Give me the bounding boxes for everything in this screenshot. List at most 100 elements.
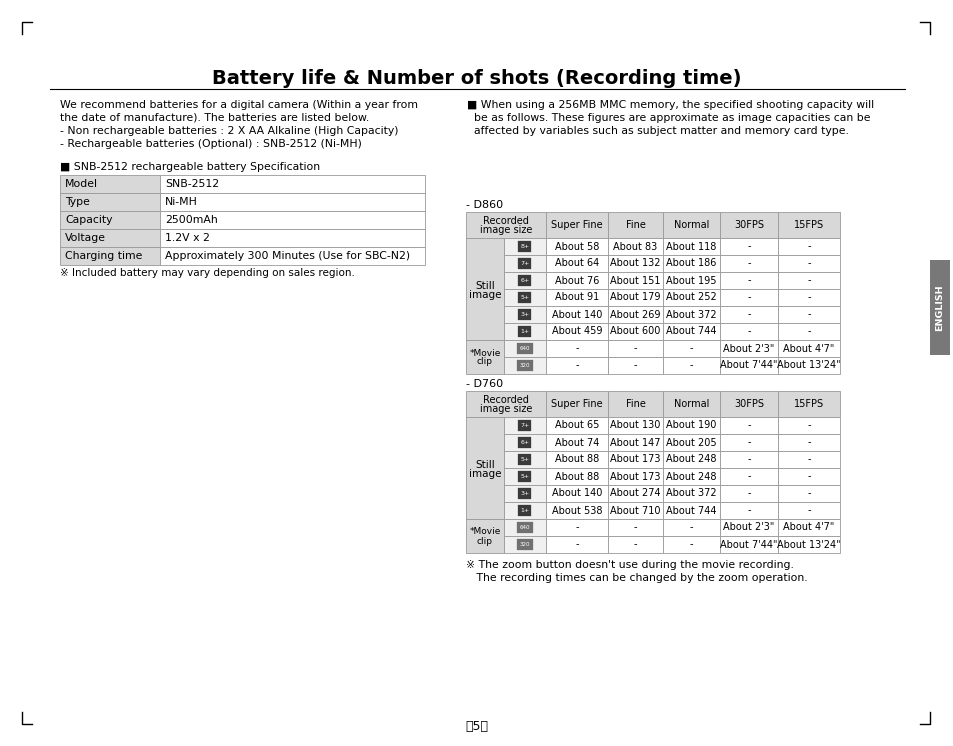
Bar xyxy=(518,241,531,252)
Bar xyxy=(607,238,662,255)
Bar xyxy=(720,357,778,374)
Text: -: - xyxy=(746,242,750,251)
Bar xyxy=(607,468,662,485)
Bar xyxy=(517,343,533,354)
Bar xyxy=(545,212,607,238)
Text: About 151: About 151 xyxy=(610,275,660,286)
Text: ※ Included battery may vary depending on sales region.: ※ Included battery may vary depending on… xyxy=(60,268,355,278)
Text: 640: 640 xyxy=(519,346,530,351)
Bar xyxy=(160,247,424,265)
Text: -: - xyxy=(633,343,637,354)
Bar xyxy=(545,391,607,417)
Text: -: - xyxy=(746,506,750,515)
Text: Capacity: Capacity xyxy=(65,215,112,225)
Text: About 2'3": About 2'3" xyxy=(722,343,774,354)
Bar xyxy=(503,536,545,553)
Text: ※ The zoom button doesn't use during the movie recording.: ※ The zoom button doesn't use during the… xyxy=(465,560,793,570)
Text: image: image xyxy=(468,469,500,479)
Bar xyxy=(607,289,662,306)
Text: - Non rechargeable batteries : 2 X AA Alkaline (High Capacity): - Non rechargeable batteries : 2 X AA Al… xyxy=(60,126,398,136)
Text: Still: Still xyxy=(475,281,495,291)
Text: 5+: 5+ xyxy=(520,474,529,479)
Text: 30FPS: 30FPS xyxy=(733,399,763,409)
Text: 8+: 8+ xyxy=(520,244,529,249)
Text: -: - xyxy=(746,259,750,269)
Bar xyxy=(662,357,720,374)
Text: Normal: Normal xyxy=(673,220,708,230)
Bar xyxy=(778,212,840,238)
Bar xyxy=(607,502,662,519)
Bar xyxy=(778,536,840,553)
Bar xyxy=(607,340,662,357)
Text: image: image xyxy=(468,290,500,300)
Text: -: - xyxy=(746,275,750,286)
Bar xyxy=(778,272,840,289)
Text: -: - xyxy=(689,539,693,550)
Bar xyxy=(778,357,840,374)
Text: -: - xyxy=(575,539,578,550)
Text: 2500mAh: 2500mAh xyxy=(165,215,217,225)
Text: About 58: About 58 xyxy=(555,242,598,251)
Text: 5+: 5+ xyxy=(520,457,529,462)
Text: 6+: 6+ xyxy=(520,278,529,283)
Bar xyxy=(662,340,720,357)
Text: About 190: About 190 xyxy=(665,421,716,430)
Bar xyxy=(720,289,778,306)
Bar xyxy=(720,391,778,417)
Text: About 248: About 248 xyxy=(665,471,716,481)
Text: - Rechargeable batteries (Optional) : SNB-2512 (Ni-MH): - Rechargeable batteries (Optional) : SN… xyxy=(60,139,361,149)
Text: Ni-MH: Ni-MH xyxy=(165,197,197,207)
Bar xyxy=(503,238,545,255)
Bar xyxy=(518,326,531,337)
Text: 1+: 1+ xyxy=(520,508,529,513)
Text: 6+: 6+ xyxy=(520,440,529,445)
Bar xyxy=(503,357,545,374)
Bar xyxy=(662,306,720,323)
Text: About 65: About 65 xyxy=(555,421,598,430)
Text: -: - xyxy=(633,522,637,533)
Bar xyxy=(778,289,840,306)
Text: *Movie: *Movie xyxy=(469,527,500,536)
Bar xyxy=(720,238,778,255)
Text: About 83: About 83 xyxy=(613,242,657,251)
Bar xyxy=(545,357,607,374)
Bar xyxy=(545,238,607,255)
Bar xyxy=(778,468,840,485)
Text: Charging time: Charging time xyxy=(65,251,142,261)
Bar xyxy=(778,451,840,468)
Text: -: - xyxy=(806,471,810,481)
Text: We recommend batteries for a digital camera (Within a year from: We recommend batteries for a digital cam… xyxy=(60,100,417,110)
Bar xyxy=(545,536,607,553)
Text: -: - xyxy=(806,275,810,286)
Text: -: - xyxy=(806,242,810,251)
Text: About 179: About 179 xyxy=(610,292,660,302)
Text: the date of manufacture). The batteries are listed below.: the date of manufacture). The batteries … xyxy=(60,113,369,123)
Text: -: - xyxy=(633,539,637,550)
Bar xyxy=(545,272,607,289)
Text: - D760: - D760 xyxy=(465,379,502,389)
Text: -: - xyxy=(575,360,578,371)
Text: Still: Still xyxy=(475,460,495,470)
Text: -: - xyxy=(806,292,810,302)
Text: image size: image size xyxy=(479,404,532,414)
Bar xyxy=(545,485,607,502)
Bar xyxy=(60,211,160,229)
Text: About 13'24": About 13'24" xyxy=(777,539,840,550)
Bar xyxy=(720,502,778,519)
Text: About 744: About 744 xyxy=(665,327,716,336)
Text: About 600: About 600 xyxy=(610,327,660,336)
Text: About 4'7": About 4'7" xyxy=(782,343,834,354)
Bar xyxy=(778,502,840,519)
Bar xyxy=(545,451,607,468)
Bar xyxy=(545,289,607,306)
Bar xyxy=(503,502,545,519)
Bar xyxy=(662,519,720,536)
Bar xyxy=(778,417,840,434)
Bar xyxy=(60,193,160,211)
Bar xyxy=(607,417,662,434)
Bar xyxy=(662,238,720,255)
Bar xyxy=(503,485,545,502)
Text: 5+: 5+ xyxy=(520,295,529,300)
Bar xyxy=(778,323,840,340)
Bar xyxy=(662,417,720,434)
